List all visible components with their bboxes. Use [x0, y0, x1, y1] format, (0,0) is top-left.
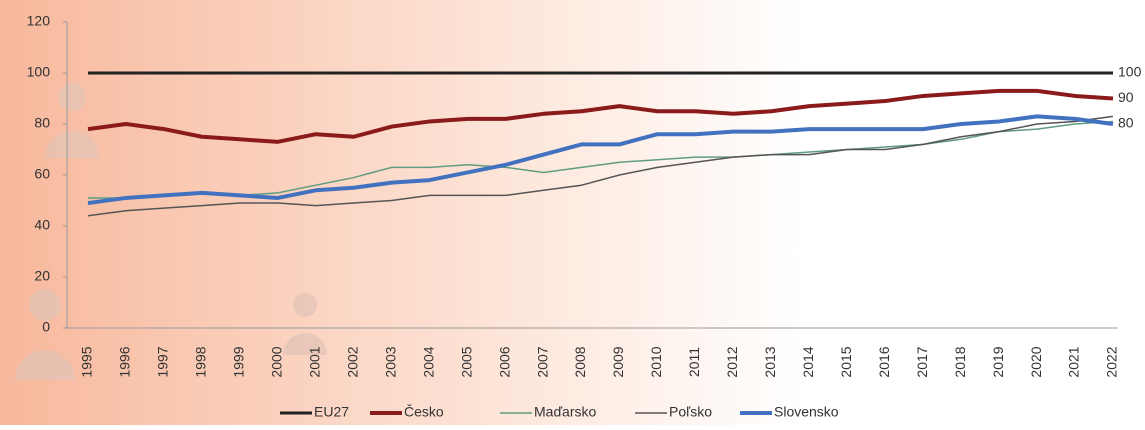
y-tick-label: 100 [27, 64, 51, 80]
x-tick-label: 1996 [117, 346, 133, 377]
x-tick-label: 2011 [686, 347, 702, 377]
x-tick-label: 2010 [648, 346, 664, 377]
x-tick-label: 2019 [990, 346, 1006, 377]
legend-label: Česko [404, 404, 444, 420]
x-tick-label: 1998 [193, 346, 209, 377]
x-tick-label: 2007 [534, 346, 550, 377]
line [87, 115, 1114, 217]
x-tick-label: 2005 [458, 346, 474, 377]
x-tick-label: 1997 [155, 346, 171, 377]
y-tick-label: 0 [42, 319, 50, 335]
x-tick-label: 2022 [1104, 346, 1120, 377]
y-tick-label: 80 [34, 115, 50, 131]
y-tick-label: 60 [34, 166, 50, 182]
legend-label: Poľsko [669, 404, 712, 420]
end-label: 100 [1118, 64, 1142, 80]
line [87, 114, 1114, 206]
x-tick-label: 2001 [306, 346, 322, 377]
line [88, 120, 1114, 199]
x-tick-label: 2017 [914, 346, 930, 377]
end-label: 90 [1118, 89, 1134, 105]
x-tick-label: 2020 [1028, 346, 1044, 377]
end-label: 80 [1118, 115, 1134, 131]
x-tick-label: 2009 [610, 346, 626, 377]
legend-label: Maďarsko [534, 404, 597, 420]
x-tick-label: 2021 [1066, 346, 1082, 377]
x-tick-label: 2006 [496, 346, 512, 377]
x-tick-label: 2014 [800, 346, 816, 377]
x-tick-label: 2008 [572, 346, 588, 377]
x-tick-label: 2003 [382, 346, 398, 377]
x-tick-label: 2000 [269, 346, 285, 377]
x-tick-label: 2013 [762, 346, 778, 377]
y-tick-label: 40 [34, 217, 50, 233]
line [87, 88, 1114, 144]
x-tick-label: 2004 [420, 346, 436, 377]
legend-label: Slovensko [774, 404, 839, 420]
x-tick-label: 2002 [344, 346, 360, 377]
y-tick-label: 20 [34, 268, 50, 284]
x-tick-label: 2012 [724, 346, 740, 377]
x-tick-label: 1995 [79, 346, 95, 377]
x-tick-label: 2018 [952, 346, 968, 377]
x-tick-label: 1999 [231, 346, 247, 377]
x-tick-label: 2015 [838, 346, 854, 377]
legend-label: EU27 [314, 404, 349, 420]
y-tick-label: 120 [27, 13, 51, 29]
decoration [15, 83, 327, 380]
x-tick-label: 2016 [876, 346, 892, 377]
